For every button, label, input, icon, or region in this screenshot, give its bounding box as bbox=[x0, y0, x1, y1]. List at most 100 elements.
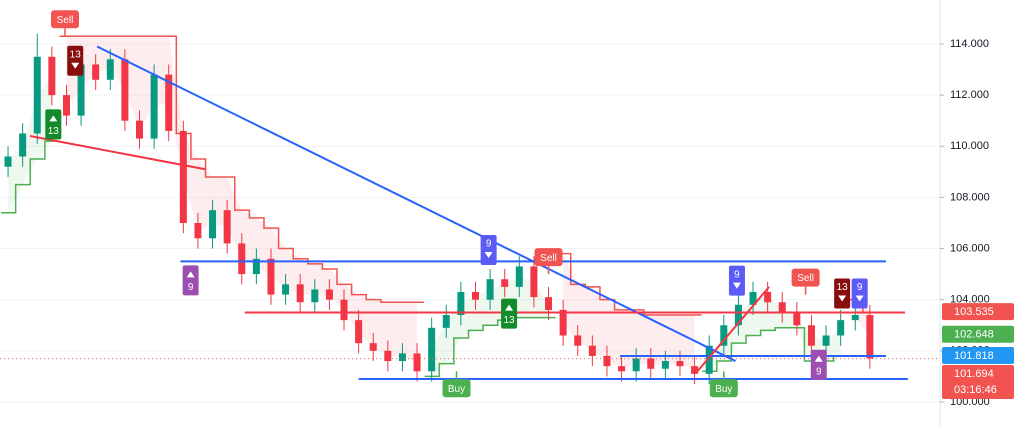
band-fill bbox=[431, 276, 549, 377]
candle-body bbox=[48, 56, 56, 96]
signal-box bbox=[442, 379, 471, 398]
price-tag-label: 102.648 bbox=[954, 329, 994, 341]
candle-body bbox=[296, 284, 304, 303]
price-tag-label: 101.694 bbox=[954, 368, 994, 380]
signal-arrow bbox=[484, 251, 493, 258]
candle-body bbox=[150, 74, 158, 139]
signal: 9 bbox=[182, 265, 199, 296]
price-tag bbox=[942, 346, 1014, 364]
signal: 13 bbox=[45, 109, 62, 140]
signal-arrow bbox=[186, 271, 195, 278]
signal-box bbox=[51, 10, 80, 29]
candle-body bbox=[252, 258, 260, 275]
candle-body bbox=[106, 59, 114, 80]
candle-body bbox=[413, 353, 421, 372]
candle-body bbox=[19, 133, 27, 157]
signal-box bbox=[709, 379, 738, 398]
signal-label: Sell bbox=[57, 15, 74, 26]
trend-line bbox=[29, 135, 206, 171]
candle-body bbox=[92, 64, 100, 80]
candle-body bbox=[793, 312, 801, 326]
signal-arrow bbox=[732, 282, 741, 289]
candle-body bbox=[398, 353, 406, 362]
signal-arrow bbox=[49, 115, 58, 122]
signal-box bbox=[851, 278, 868, 309]
signal-arrow bbox=[71, 62, 80, 69]
candle-body bbox=[165, 74, 173, 131]
candle-body bbox=[77, 64, 85, 116]
signal: 9 bbox=[851, 278, 868, 309]
candle-body bbox=[384, 350, 392, 362]
trend-line bbox=[696, 286, 770, 372]
candle-body bbox=[588, 345, 596, 356]
signal-label: 9 bbox=[486, 239, 492, 250]
candle-body bbox=[486, 279, 494, 300]
candle-body bbox=[121, 59, 129, 121]
signal: 13 bbox=[834, 278, 851, 309]
signal: 9 bbox=[480, 234, 497, 265]
y-tick-label: 110.000 bbox=[950, 140, 989, 152]
candle-body bbox=[545, 297, 553, 310]
upper-band-line bbox=[59, 35, 425, 303]
candle-body bbox=[778, 302, 786, 313]
candle-body bbox=[62, 95, 70, 116]
candle-body bbox=[691, 366, 699, 374]
signal-arrow bbox=[838, 295, 847, 302]
candle-body bbox=[632, 358, 640, 372]
signal-label: Sell bbox=[797, 273, 814, 284]
lower-band-line bbox=[1, 140, 59, 214]
price-tag-label: 101.818 bbox=[954, 350, 994, 362]
signal: Buy bbox=[442, 371, 471, 398]
candle-body bbox=[618, 366, 626, 372]
signal-label: 13 bbox=[48, 126, 60, 137]
signal-box bbox=[45, 109, 62, 140]
candle-body bbox=[194, 222, 202, 239]
candle-body bbox=[267, 258, 275, 295]
signal-label: 9 bbox=[857, 282, 863, 293]
price-tag-countdown: 03:16:46 bbox=[954, 384, 997, 396]
y-tick-label: 112.000 bbox=[950, 89, 989, 101]
signal: Buy bbox=[709, 371, 738, 398]
candle-body bbox=[4, 156, 12, 167]
candle-body bbox=[866, 315, 874, 359]
band-fill bbox=[8, 75, 52, 213]
candle-body bbox=[705, 345, 713, 374]
signal-label: Buy bbox=[715, 384, 732, 395]
candle-body bbox=[136, 120, 144, 139]
candle-body bbox=[603, 355, 611, 367]
candle-body bbox=[428, 327, 436, 372]
signal: 13 bbox=[501, 298, 518, 329]
signal-box bbox=[67, 45, 84, 76]
candle-body bbox=[851, 315, 859, 321]
upper-band-line bbox=[556, 252, 702, 316]
signal: Sell bbox=[51, 10, 80, 37]
candle-body bbox=[442, 315, 450, 328]
signal-label: 13 bbox=[504, 315, 516, 326]
signal-label: 13 bbox=[70, 49, 82, 60]
signal-box bbox=[501, 298, 518, 329]
signal: 9 bbox=[728, 265, 745, 296]
candle-body bbox=[457, 292, 465, 316]
signal-box bbox=[810, 349, 827, 380]
candle-body bbox=[574, 335, 582, 346]
candle-body bbox=[282, 284, 290, 295]
price-tag bbox=[942, 303, 1014, 321]
band-fill bbox=[855, 299, 870, 337]
signal-label: Sell bbox=[540, 253, 557, 264]
signal-arrow bbox=[855, 295, 864, 302]
signal-box bbox=[728, 265, 745, 296]
band-fill bbox=[709, 297, 841, 372]
candle-body bbox=[837, 320, 845, 336]
candle-body bbox=[340, 299, 348, 321]
candle-body bbox=[209, 210, 217, 239]
candle-body bbox=[807, 325, 815, 346]
signal-box bbox=[480, 234, 497, 265]
y-tick-label: 108.000 bbox=[950, 191, 990, 203]
signal-label: 9 bbox=[816, 366, 822, 377]
candle-body bbox=[179, 130, 187, 223]
y-tick-label: 114.000 bbox=[950, 38, 989, 50]
candle-body bbox=[530, 266, 538, 298]
signal: Sell bbox=[791, 268, 820, 295]
candle-body bbox=[355, 320, 363, 344]
